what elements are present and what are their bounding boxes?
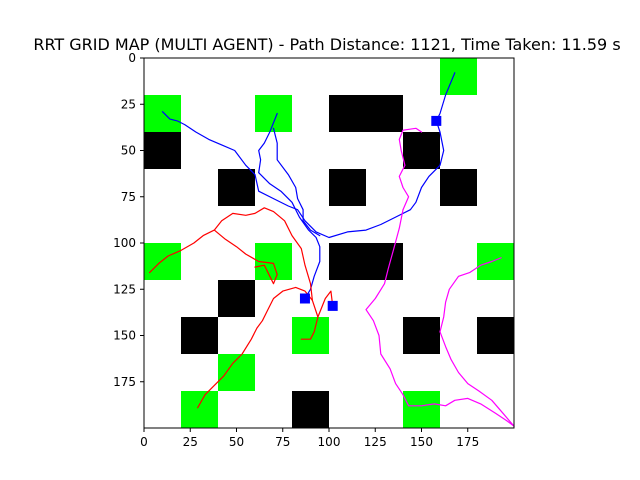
- x-tick-label: 100: [318, 435, 341, 449]
- obstacle-cell: [403, 132, 440, 169]
- x-tick-label: 150: [410, 435, 433, 449]
- goal-cell: [477, 243, 514, 280]
- rrt-path-line: [365, 209, 515, 427]
- x-tick-label: 125: [364, 435, 387, 449]
- goal-cell: [181, 391, 218, 428]
- rrt-path-line: [317, 290, 334, 318]
- rrt-path-line: [439, 257, 515, 427]
- obstacle-cell: [366, 95, 403, 132]
- y-tick-label: 75: [121, 190, 136, 204]
- obstacle-cell: [218, 280, 255, 317]
- obstacle-cell: [144, 132, 181, 169]
- goal-cell: [403, 391, 440, 428]
- obstacle-cell: [366, 243, 403, 280]
- x-tick-label: 0: [140, 435, 148, 449]
- goal-cell: [144, 243, 181, 280]
- agent-marker: [327, 300, 338, 311]
- rrt-path-line: [161, 72, 456, 239]
- goal-cell: [292, 317, 329, 354]
- x-tick-label: 50: [229, 435, 244, 449]
- obstacle-cell: [477, 317, 514, 354]
- obstacle-cell: [329, 169, 366, 206]
- x-tick-label: 75: [275, 435, 290, 449]
- x-tick-label: 25: [183, 435, 198, 449]
- obstacle-cell: [329, 95, 366, 132]
- rrt-path-line: [272, 127, 321, 237]
- rrt-path-line: [149, 207, 313, 301]
- agent-marker: [431, 115, 442, 126]
- y-tick-label: 125: [113, 282, 136, 296]
- y-tick-label: 175: [113, 375, 136, 389]
- y-tick-label: 0: [128, 51, 136, 65]
- x-tick-label: 175: [456, 435, 479, 449]
- rrt-path-line: [213, 229, 278, 285]
- goal-cell: [144, 95, 181, 132]
- y-tick-label: 50: [121, 144, 136, 158]
- plot-area: 0 25 50 75 100 125 150 175 0 25 50 75 100 125 150 175: [113, 51, 515, 449]
- obstacle-cell: [292, 391, 329, 428]
- y-tick-label: 100: [113, 236, 136, 250]
- y-tick-label: 150: [113, 329, 136, 343]
- agent-marker: [299, 293, 310, 304]
- obstacle-cell: [440, 169, 477, 206]
- rrt-path-line: [258, 112, 321, 300]
- obstacle-cell: [329, 243, 366, 280]
- obstacle-cell: [218, 169, 255, 206]
- chart-title: RRT GRID MAP (MULTI AGENT) - Path Distan…: [33, 35, 620, 54]
- goal-cell: [440, 58, 477, 95]
- obstacle-cell: [403, 317, 440, 354]
- goal-cell: [255, 95, 292, 132]
- rrt-path-line: [398, 127, 423, 211]
- obstacle-cell: [181, 317, 218, 354]
- y-tick-label: 25: [121, 97, 136, 111]
